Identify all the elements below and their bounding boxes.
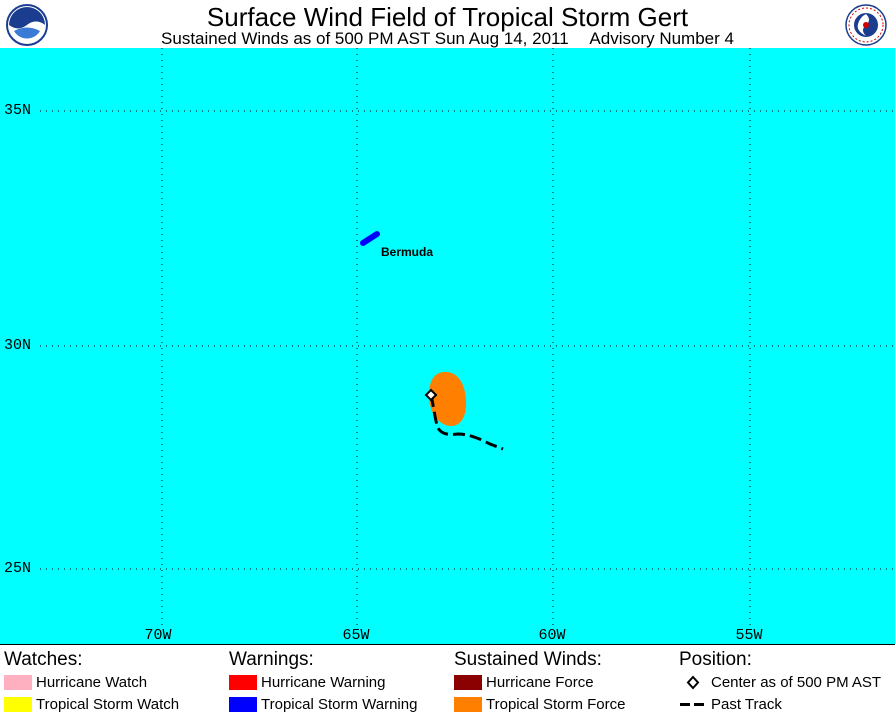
lon-gridlines <box>161 48 751 626</box>
legend-label: Tropical Storm Watch <box>36 695 180 713</box>
legend-item: Hurricane Warning <box>229 671 417 693</box>
national-weather-service-logo <box>845 4 887 46</box>
legend-label: Past Track <box>711 695 782 713</box>
hurricane-watch-swatch <box>4 674 32 690</box>
legend-label: Tropical Storm Warning <box>261 695 418 713</box>
wind-field-map: 35N 30N 25N 70W 65W 60W 55W Bermuda <box>0 48 895 645</box>
tropical-storm-warning-swatch <box>229 696 257 712</box>
legend-heading-warnings: Warnings: <box>229 649 314 670</box>
legend-label: Tropical Storm Force <box>486 695 626 713</box>
legend-item: Past Track <box>679 693 881 715</box>
tropical-storm-force-swatch <box>454 696 482 712</box>
lon-label-65w: 65W <box>342 627 370 644</box>
legend-label: Hurricane Warning <box>261 673 386 691</box>
subtitle-time: Sustained Winds as of 500 PM AST Sun Aug… <box>161 29 569 48</box>
lat-label-30n: 30N <box>4 337 32 354</box>
legend-warnings: Warnings: Hurricane Warning Tropical Sto… <box>229 649 417 715</box>
hurricane-warning-swatch <box>229 674 257 690</box>
legend-position: Position: Center as of 500 PM AST Past T… <box>679 649 881 715</box>
legend-watches: Watches: Hurricane Watch Tropical Storm … <box>4 649 179 715</box>
past-track-line <box>429 394 504 451</box>
legend-label: Center as of 500 PM AST <box>711 673 882 691</box>
legend-label: Hurricane Watch <box>36 673 148 691</box>
legend: Watches: Hurricane Watch Tropical Storm … <box>0 645 895 716</box>
legend-heading-winds: Sustained Winds: <box>454 649 602 670</box>
lat-label-35n: 35N <box>4 102 32 119</box>
legend-label: Hurricane Force <box>486 673 594 691</box>
tropical-storm-watch-swatch <box>4 696 32 712</box>
dashed-line-icon <box>679 697 707 712</box>
lat-label-25n: 25N <box>4 560 32 577</box>
storm-center-diamond-icon <box>424 388 438 402</box>
legend-item: Tropical Storm Watch <box>4 693 179 715</box>
legend-item: Tropical Storm Force <box>454 693 625 715</box>
legend-item: Center as of 500 PM AST <box>679 671 881 693</box>
legend-item: Hurricane Watch <box>4 671 179 693</box>
legend-heading-watches: Watches: <box>4 649 83 670</box>
lon-label-55w: 55W <box>735 627 763 644</box>
legend-sustained-winds: Sustained Winds: Hurricane Force Tropica… <box>454 649 625 715</box>
noaa-logo <box>6 4 48 46</box>
lon-label-60w: 60W <box>538 627 566 644</box>
lat-gridlines <box>40 110 895 570</box>
page-subtitle: Sustained Winds as of 500 PM AST Sun Aug… <box>0 29 895 49</box>
hurricane-force-swatch <box>454 674 482 690</box>
tropical-storm-force-wind-field <box>428 371 467 426</box>
page-title: Surface Wind Field of Tropical Storm Ger… <box>206 2 689 32</box>
legend-item: Hurricane Force <box>454 671 625 693</box>
bermuda-tropical-storm-warning <box>360 231 380 246</box>
place-label-bermuda: Bermuda <box>381 245 434 259</box>
lon-label-70w: 70W <box>144 627 172 644</box>
legend-heading-position: Position: <box>679 649 752 670</box>
subtitle-advisory: Advisory Number 4 <box>589 29 734 48</box>
diamond-icon <box>679 675 707 690</box>
legend-item: Tropical Storm Warning <box>229 693 417 715</box>
